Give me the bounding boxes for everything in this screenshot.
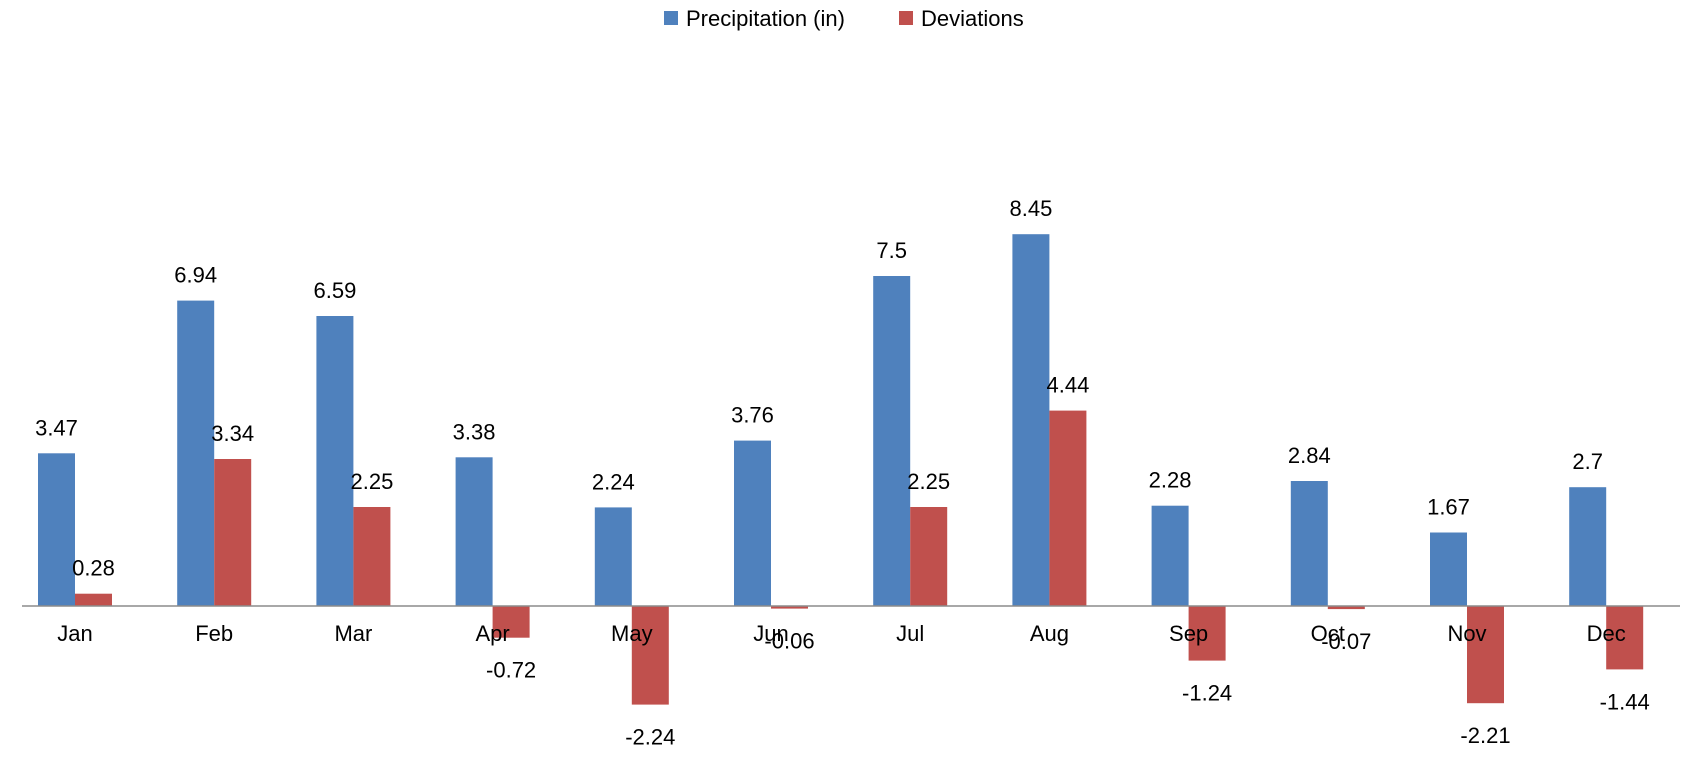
category-label-oct: Oct (1311, 621, 1345, 646)
data-label-deviation-feb: 3.34 (211, 421, 254, 446)
data-label-deviation-dec: -1.44 (1600, 689, 1650, 714)
bar-deviation-sep (1188, 606, 1226, 661)
data-label-deviation-nov: -2.21 (1460, 723, 1510, 748)
category-label-sep: Sep (1169, 621, 1208, 646)
bar-deviation-feb (214, 459, 252, 606)
bar-precipitation-oct (1290, 481, 1328, 606)
bar-precipitation-aug (1012, 234, 1050, 606)
legend-swatch-precipitation (664, 11, 678, 25)
data-label-precipitation-apr: 3.38 (453, 419, 496, 444)
category-label-aug: Aug (1030, 621, 1069, 646)
data-label-deviation-jul: 2.25 (907, 469, 950, 494)
data-label-deviation-jun: -0.06 (764, 629, 814, 654)
bar-deviation-may (631, 606, 669, 705)
bar-precipitation-mar (316, 316, 354, 606)
data-label-precipitation-jun: 3.76 (731, 403, 774, 428)
bar-deviation-oct (1327, 606, 1365, 610)
data-label-precipitation-feb: 6.94 (174, 263, 217, 288)
data-label-precipitation-mar: 6.59 (313, 278, 356, 303)
category-label-jan: Jan (57, 621, 92, 646)
category-label-dec: Dec (1587, 621, 1626, 646)
category-label-mar: Mar (334, 621, 372, 646)
bar-deviation-mar (353, 507, 391, 606)
data-label-deviation-oct: -0.07 (1321, 629, 1371, 654)
data-label-precipitation-dec: 2.7 (1572, 449, 1603, 474)
category-label-may: May (611, 621, 653, 646)
legend-swatch-deviations (899, 11, 913, 25)
bar-precipitation-jul (873, 276, 911, 606)
bar-precipitation-dec (1569, 487, 1607, 606)
bar-deviation-nov (1467, 606, 1504, 704)
bar-precipitation-nov (1430, 532, 1467, 606)
category-label-feb: Feb (195, 621, 233, 646)
data-label-precipitation-jan: 3.47 (35, 415, 78, 440)
data-label-precipitation-aug: 8.45 (1009, 196, 1052, 221)
data-label-precipitation-oct: 2.84 (1288, 443, 1331, 468)
data-label-precipitation-sep: 2.28 (1149, 468, 1192, 493)
category-label-jul: Jul (896, 621, 924, 646)
data-label-deviation-apr: -0.72 (486, 658, 536, 683)
bar-precipitation-jan (38, 453, 75, 606)
bars-layer (38, 234, 1644, 705)
bar-deviation-jan (75, 593, 112, 606)
data-label-deviation-jan: 0.28 (72, 556, 115, 581)
bar-deviation-aug (1049, 410, 1087, 606)
data-label-precipitation-jul: 7.5 (876, 238, 907, 263)
bar-deviation-jul (910, 507, 948, 606)
legend: Precipitation (in) Deviations (664, 6, 1024, 31)
category-label-apr: Apr (475, 621, 509, 646)
data-labels: 3.47 0.28 6.94 3.34 6.59 2.25 3.38 -0.72 2.24 -2.… (35, 196, 1650, 749)
category-label-nov: Nov (1447, 621, 1486, 646)
data-label-precipitation-may: 2.24 (592, 469, 635, 494)
data-label-deviation-mar: 2.25 (350, 469, 393, 494)
data-label-deviation-sep: -1.24 (1182, 681, 1232, 706)
bar-precipitation-may (594, 507, 632, 606)
bar-deviation-jun (771, 606, 808, 609)
category-labels: Jan Feb Mar Apr May Jun Jul Aug Sep Oct Nov Dec (57, 621, 1626, 646)
bar-precipitation-sep (1151, 505, 1189, 606)
data-label-precipitation-nov: 1.67 (1427, 495, 1470, 520)
legend-label-deviations: Deviations (921, 6, 1024, 31)
data-label-deviation-aug: 4.44 (1046, 373, 1089, 398)
category-label-jun: Jun (753, 621, 788, 646)
bar-precipitation-jun (734, 440, 771, 606)
bar-precipitation-apr (455, 457, 493, 606)
bar-deviation-dec (1606, 606, 1644, 670)
bar-deviation-apr (492, 606, 530, 638)
data-label-deviation-may: -2.24 (625, 725, 675, 750)
bar-precipitation-feb (177, 300, 215, 606)
legend-label-precipitation: Precipitation (in) (686, 6, 845, 31)
